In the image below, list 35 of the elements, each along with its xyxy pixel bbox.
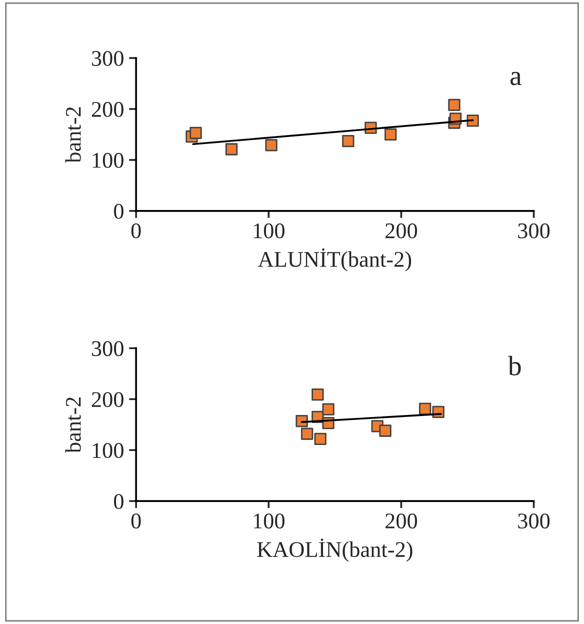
x-tick-label: 100 xyxy=(254,514,284,529)
point xyxy=(384,128,397,141)
y-tick-label: 300 xyxy=(92,50,124,66)
y-tick-label: 200 xyxy=(92,102,124,117)
point xyxy=(225,143,238,156)
x-tick-label: 200 xyxy=(386,223,418,238)
annotation: a xyxy=(510,72,522,86)
x-axis-title: KAOLİN(bant-2) xyxy=(257,538,412,562)
x-axis-title: ALUNİT(bant-2) xyxy=(258,248,412,272)
x-tick-label: 100 xyxy=(254,223,284,238)
annotation: b xyxy=(508,356,521,376)
x-tick-label: 0 xyxy=(131,514,141,529)
point xyxy=(379,424,392,437)
y-tick-label: 100 xyxy=(92,443,124,458)
y-tick-label: 100 xyxy=(92,152,124,168)
point xyxy=(342,135,354,148)
point xyxy=(418,402,432,415)
point xyxy=(265,139,278,152)
y-tick-label: 0 xyxy=(114,494,124,509)
y-axis-title: bant-2 xyxy=(65,397,81,454)
x-tick-label: 0 xyxy=(131,223,141,238)
x-tick-label: 300 xyxy=(518,514,550,529)
y-tick-label: 0 xyxy=(114,204,124,219)
point xyxy=(322,403,334,416)
point xyxy=(466,114,479,127)
point xyxy=(190,126,202,140)
point xyxy=(312,388,324,401)
point xyxy=(301,428,314,440)
point xyxy=(314,432,326,445)
x-tick-label: 200 xyxy=(386,514,418,529)
x-tick-label: 300 xyxy=(518,223,550,238)
y-axis-title: bant-2 xyxy=(65,107,81,163)
point xyxy=(448,98,460,111)
y-tick-label: 300 xyxy=(92,341,124,356)
y-tick-label: 200 xyxy=(92,392,124,408)
